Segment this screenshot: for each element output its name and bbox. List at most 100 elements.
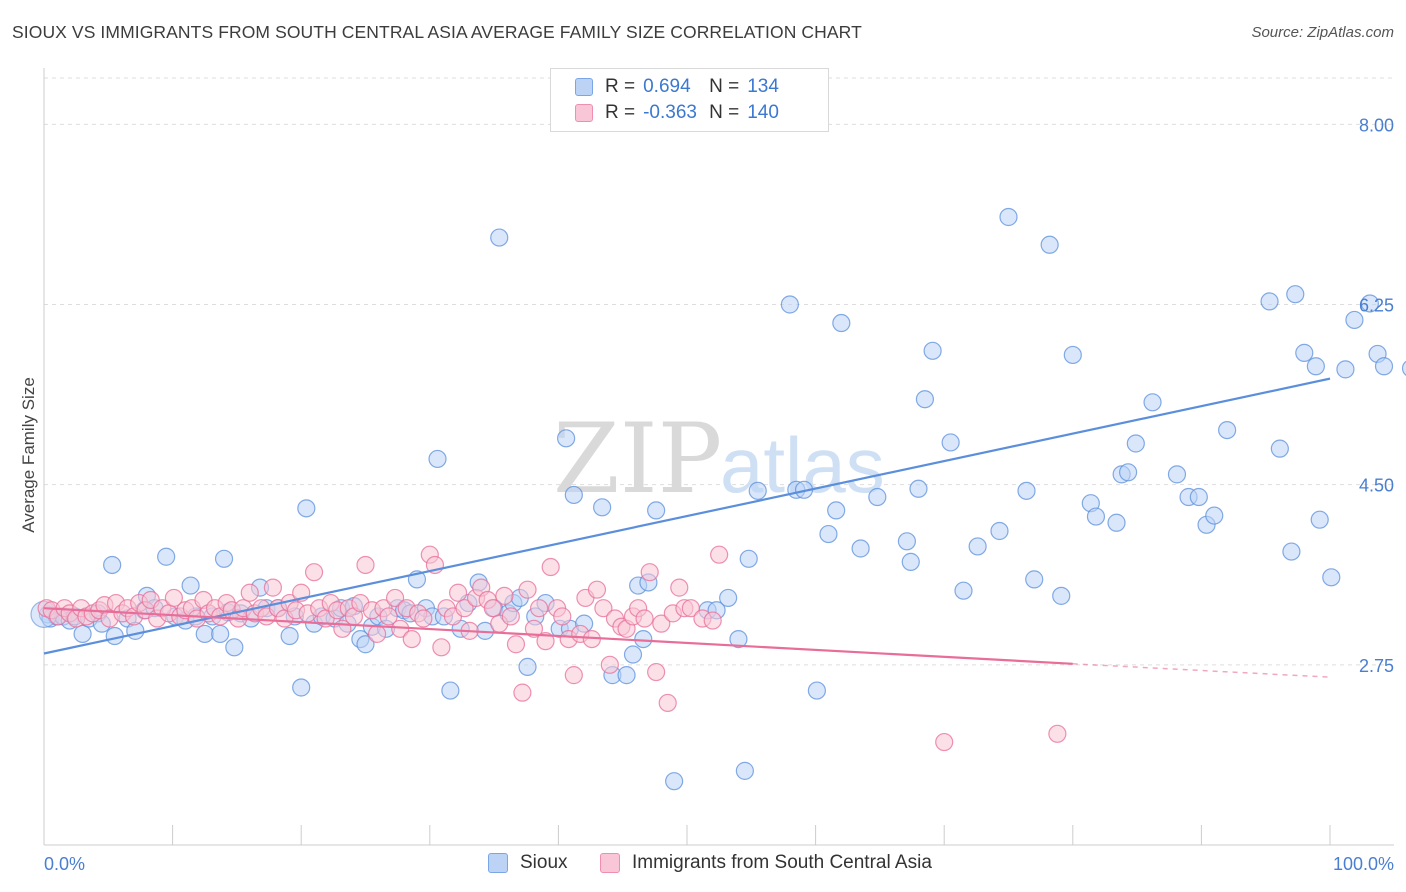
data-point [647, 501, 666, 520]
data-point [1218, 420, 1237, 440]
series-immigrants-points [37, 545, 1067, 752]
legend-r-value: 0.694 [643, 76, 691, 97]
data-point [164, 588, 183, 608]
data-point [670, 578, 689, 597]
data-point [297, 499, 316, 518]
data-point [600, 655, 619, 674]
data-point [1143, 393, 1162, 412]
data-point [735, 761, 754, 780]
legend-n-label: N = [709, 76, 740, 97]
y-axis-label: Average Family Size [19, 377, 38, 533]
data-point [1360, 294, 1379, 313]
legend-n-value: 134 [747, 76, 779, 97]
trend-lines [43, 377, 1331, 678]
legend-swatch-immigrants [575, 104, 593, 122]
y-tick-label: 2.75 [1359, 656, 1394, 676]
data-point [780, 295, 799, 314]
data-point [1126, 434, 1145, 453]
data-point [385, 588, 405, 608]
data-point [832, 313, 851, 333]
data-point [1167, 465, 1187, 484]
data-point [518, 657, 537, 676]
bottom-legend-immigrants: Immigrants from South Central Asia [600, 852, 932, 874]
data-point [1205, 506, 1224, 525]
data-point [647, 662, 666, 682]
bottom-legend-sioux: Sioux [488, 852, 568, 874]
data-point [367, 624, 387, 644]
data-point [557, 429, 576, 448]
data-point [1040, 235, 1059, 254]
data-point [1118, 463, 1138, 482]
x-tick-min: 0.0% [44, 854, 85, 874]
data-point [292, 678, 311, 697]
data-point [594, 599, 613, 618]
data-point [541, 557, 560, 577]
data-point [909, 479, 928, 498]
data-point [240, 583, 259, 602]
data-point [73, 624, 92, 644]
data-point [530, 599, 549, 618]
data-point [564, 485, 583, 505]
data-point [280, 626, 299, 646]
data-point [1063, 345, 1082, 365]
data-point [739, 549, 758, 568]
data-point [103, 555, 122, 575]
data-point [1322, 568, 1341, 587]
data-point [640, 563, 659, 582]
bottom-legend-label-immigrants: Immigrants from South Central Asia [632, 852, 932, 873]
data-point [665, 772, 684, 791]
legend-row-sioux: R = 0.694 N = 134 [575, 75, 779, 99]
data-point [915, 390, 935, 409]
chart-title: SIOUX VS IMMIGRANTS FROM SOUTH CENTRAL A… [12, 22, 862, 42]
data-point [658, 693, 677, 713]
data-point [990, 521, 1009, 541]
data-point [356, 635, 375, 654]
data-point [157, 547, 176, 566]
data-point [868, 487, 887, 507]
data-point [1306, 357, 1325, 376]
data-point [379, 607, 398, 626]
data-point [455, 599, 474, 618]
data-point [1052, 586, 1071, 605]
data-point [518, 580, 537, 599]
trend-line [43, 377, 1331, 655]
data-point [623, 645, 643, 664]
grid-lines [44, 77, 1394, 666]
data-point [402, 629, 421, 649]
data-point [968, 537, 987, 556]
data-point [432, 638, 451, 657]
data-point [414, 609, 433, 628]
data-point [941, 433, 960, 452]
data-point [1017, 481, 1036, 500]
correlation-legend: R = 0.694 N = 134 R = -0.363 N = 140 [550, 68, 829, 132]
data-point [593, 498, 612, 517]
data-point [506, 635, 526, 654]
data-point [1345, 310, 1364, 330]
data-point [681, 599, 700, 618]
data-point [524, 619, 544, 638]
data-point [483, 599, 502, 618]
data-point [1401, 360, 1406, 376]
data-point [897, 532, 917, 551]
data-point [1310, 510, 1329, 529]
data-point [1336, 360, 1355, 379]
x-tick-max: 100.0% [1333, 854, 1394, 874]
data-point [923, 341, 942, 360]
data-point [356, 555, 375, 575]
legend-row-immigrants: R = -0.363 N = 140 [575, 101, 779, 125]
data-point [1086, 507, 1106, 526]
data-point [1107, 513, 1126, 532]
data-point [553, 607, 572, 626]
axes [43, 68, 1394, 846]
data-point [827, 501, 846, 520]
data-point [635, 609, 654, 628]
data-point [501, 607, 520, 626]
data-point [819, 524, 838, 544]
data-point [617, 666, 636, 685]
data-point [954, 581, 973, 600]
data-point [710, 545, 729, 564]
legend-r-value: -0.363 [643, 102, 697, 123]
data-point [225, 638, 244, 657]
data-point [1282, 542, 1301, 561]
bottom-legend-label-sioux: Sioux [520, 852, 568, 873]
